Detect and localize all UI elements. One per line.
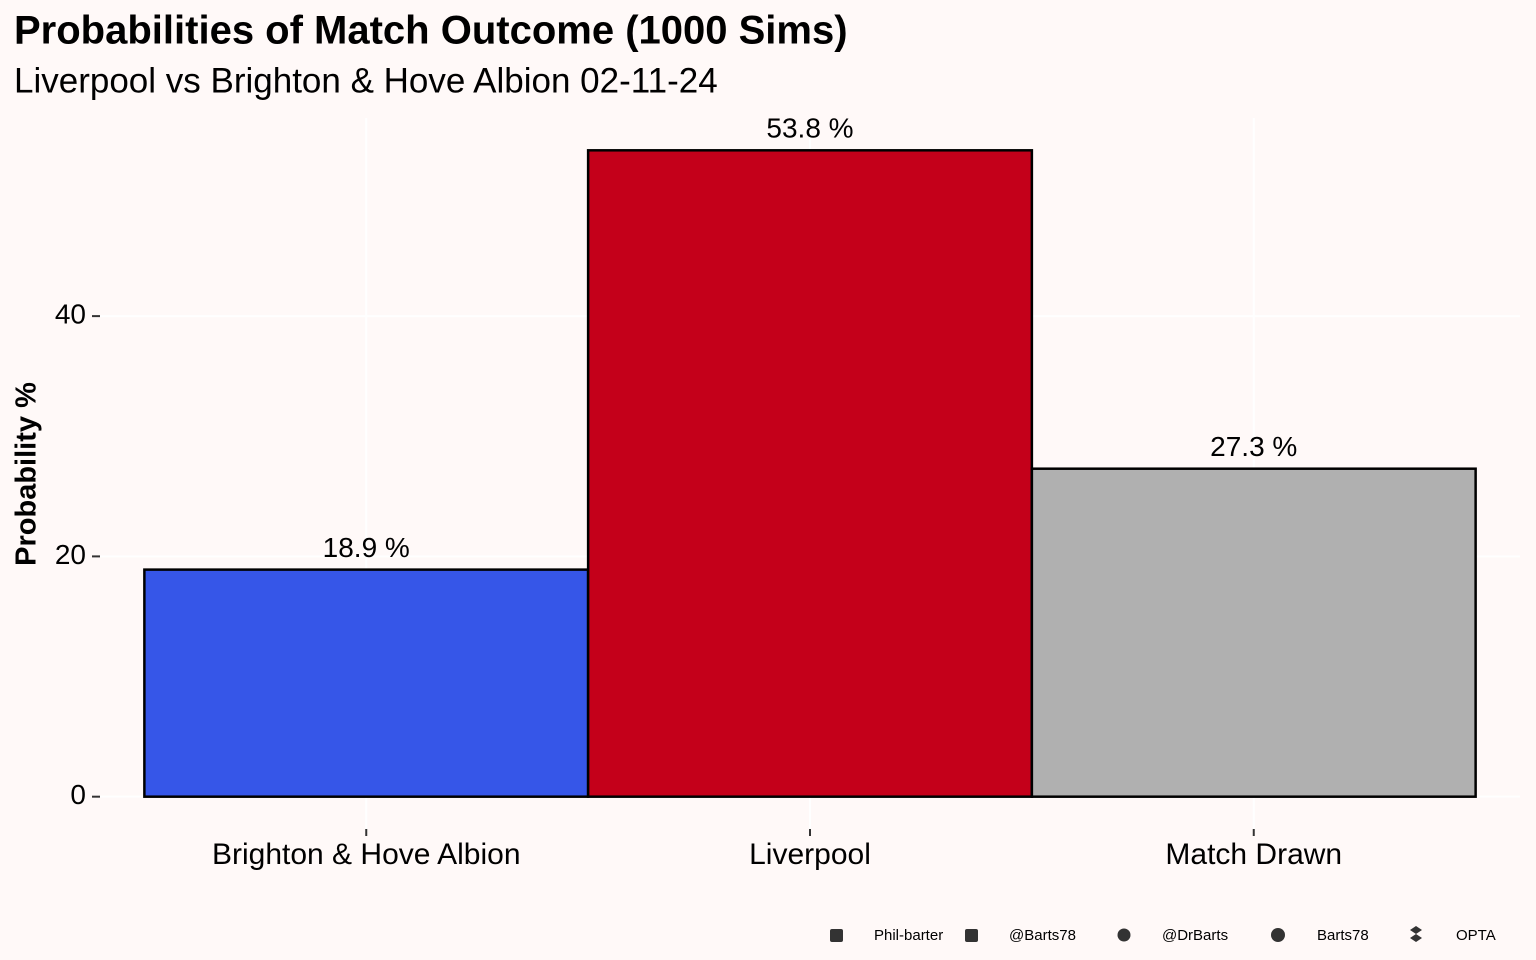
icon — [830, 929, 843, 942]
bar — [1030, 467, 1477, 798]
chart-title: Probabilities of Match Outcome (1000 Sim… — [14, 9, 848, 53]
y-tick-label: 20 — [55, 539, 86, 570]
x-tick-label: Brighton & Hove Albion — [212, 838, 521, 871]
chart-subtitle: Liverpool vs Brighton & Hove Albion 02-1… — [14, 61, 718, 100]
icon — [1271, 928, 1285, 942]
x-tick-label: Liverpool — [749, 838, 871, 871]
bar — [143, 568, 590, 798]
value-label: 27.3 % — [1210, 431, 1297, 462]
caption: OPTA — [1456, 927, 1496, 944]
icon — [1410, 926, 1422, 942]
caption: @Barts78 — [1009, 927, 1076, 944]
icon — [965, 929, 978, 942]
icon — [1117, 928, 1131, 942]
caption: Phil-barter — [874, 927, 943, 944]
value-label: 53.8 % — [766, 113, 853, 144]
caption: Barts78 — [1317, 927, 1369, 944]
caption-icons — [830, 926, 1422, 942]
y-tick-label: 40 — [55, 299, 86, 330]
x-tick-label: Match Drawn — [1165, 838, 1342, 871]
y-axis-label: Probability % — [11, 382, 43, 566]
y-tick-label: 0 — [70, 779, 86, 810]
bar — [586, 149, 1034, 798]
caption: @DrBarts — [1162, 927, 1228, 944]
value-label: 18.9 % — [323, 532, 410, 563]
